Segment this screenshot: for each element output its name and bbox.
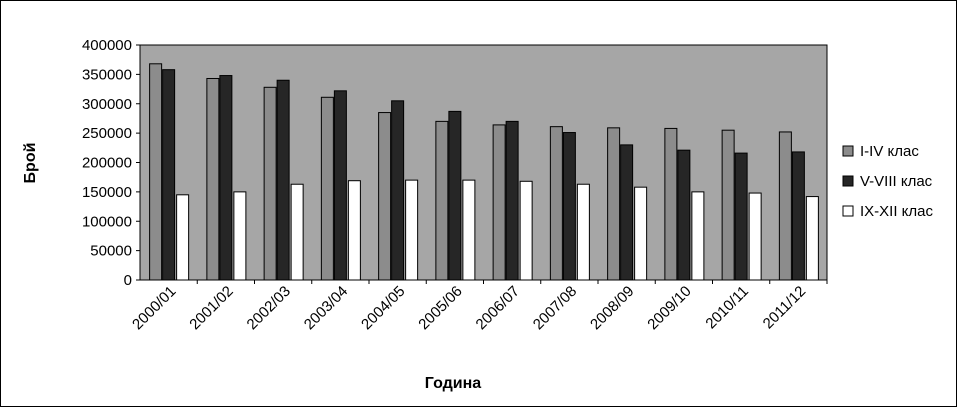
x-tick-label: 2005/06 [415, 283, 465, 333]
legend-label: V-VIII клас [860, 173, 933, 190]
bar-3 [691, 191, 705, 281]
bar-3 [634, 186, 648, 281]
bar-3 [176, 194, 190, 281]
legend-swatch [842, 205, 854, 217]
bar-1 [378, 112, 392, 281]
legend: I-IV клас V-VIII клас IX-XII клас [842, 143, 934, 220]
x-tick-label: 2002/03 [244, 283, 294, 333]
bar-2 [448, 110, 462, 281]
y-tick-label: 250000 [82, 125, 132, 142]
x-axis-ticks: 2000/01 2001/02 2002/03 2003/04 2004/05 2005/… [129, 280, 828, 333]
x-tick-label: 2009/10 [644, 283, 694, 333]
y-axis-ticks: 0 50000 100000 150000 200000 250000 300000 3500… [82, 37, 140, 289]
bar-1 [778, 131, 792, 281]
bar-1 [149, 63, 163, 281]
bar-2 [276, 79, 290, 281]
y-tick-label: 0 [124, 272, 132, 289]
bar-3 [405, 179, 419, 281]
bar-2 [391, 100, 405, 281]
bar-1 [549, 126, 563, 281]
y-tick-label: 350000 [82, 66, 132, 83]
bar-3 [347, 180, 361, 281]
y-tick-label: 150000 [82, 184, 132, 201]
y-tick-label: 300000 [82, 96, 132, 113]
x-tick-label: 2001/02 [186, 283, 236, 333]
bar-3 [233, 191, 247, 281]
y-tick-label: 50000 [90, 243, 132, 260]
y-axis-title: Брой [22, 143, 39, 184]
bar-3 [462, 179, 476, 281]
x-tick-label: 2007/08 [530, 283, 580, 333]
plot-area [139, 44, 828, 281]
x-tick-label: 2006/07 [473, 283, 523, 333]
legend-swatch [842, 145, 854, 157]
y-tick-label: 400000 [82, 37, 132, 54]
x-axis-title: Година [425, 375, 481, 392]
bar-1 [607, 127, 621, 281]
bar-1 [721, 129, 735, 281]
bar-2 [791, 151, 805, 281]
bar-2 [677, 149, 691, 281]
bar-2 [505, 120, 519, 281]
x-tick-label: 2004/05 [358, 283, 408, 333]
bar-2 [219, 75, 233, 281]
legend-label: IX-XII клас [860, 203, 934, 220]
x-tick-label: 2003/04 [301, 283, 351, 333]
bar-1 [320, 96, 334, 281]
bar-2 [562, 132, 576, 281]
x-tick-label: 2010/11 [702, 283, 752, 333]
y-tick-label: 200000 [82, 155, 132, 172]
bar-2 [734, 152, 748, 281]
bar-1 [664, 127, 678, 281]
bar-2 [620, 144, 634, 281]
bar-3 [290, 183, 304, 281]
bar-2 [162, 69, 176, 281]
bar-2 [333, 90, 347, 281]
bar-3 [576, 183, 590, 281]
x-tick-label: 2008/09 [587, 283, 637, 333]
bar-3 [805, 196, 819, 281]
x-tick-label: 2000/01 [129, 283, 179, 333]
bar-1 [206, 77, 220, 281]
bar-1 [263, 86, 277, 281]
bar-1 [435, 120, 449, 281]
legend-swatch [842, 175, 854, 187]
y-tick-label: 100000 [82, 213, 132, 230]
legend-label: I-IV клас [860, 143, 919, 160]
bars-group [149, 63, 819, 281]
bar-3 [748, 192, 762, 281]
bar-3 [519, 180, 533, 281]
bar-1 [492, 124, 506, 281]
x-tick-label: 2011/12 [760, 283, 810, 333]
